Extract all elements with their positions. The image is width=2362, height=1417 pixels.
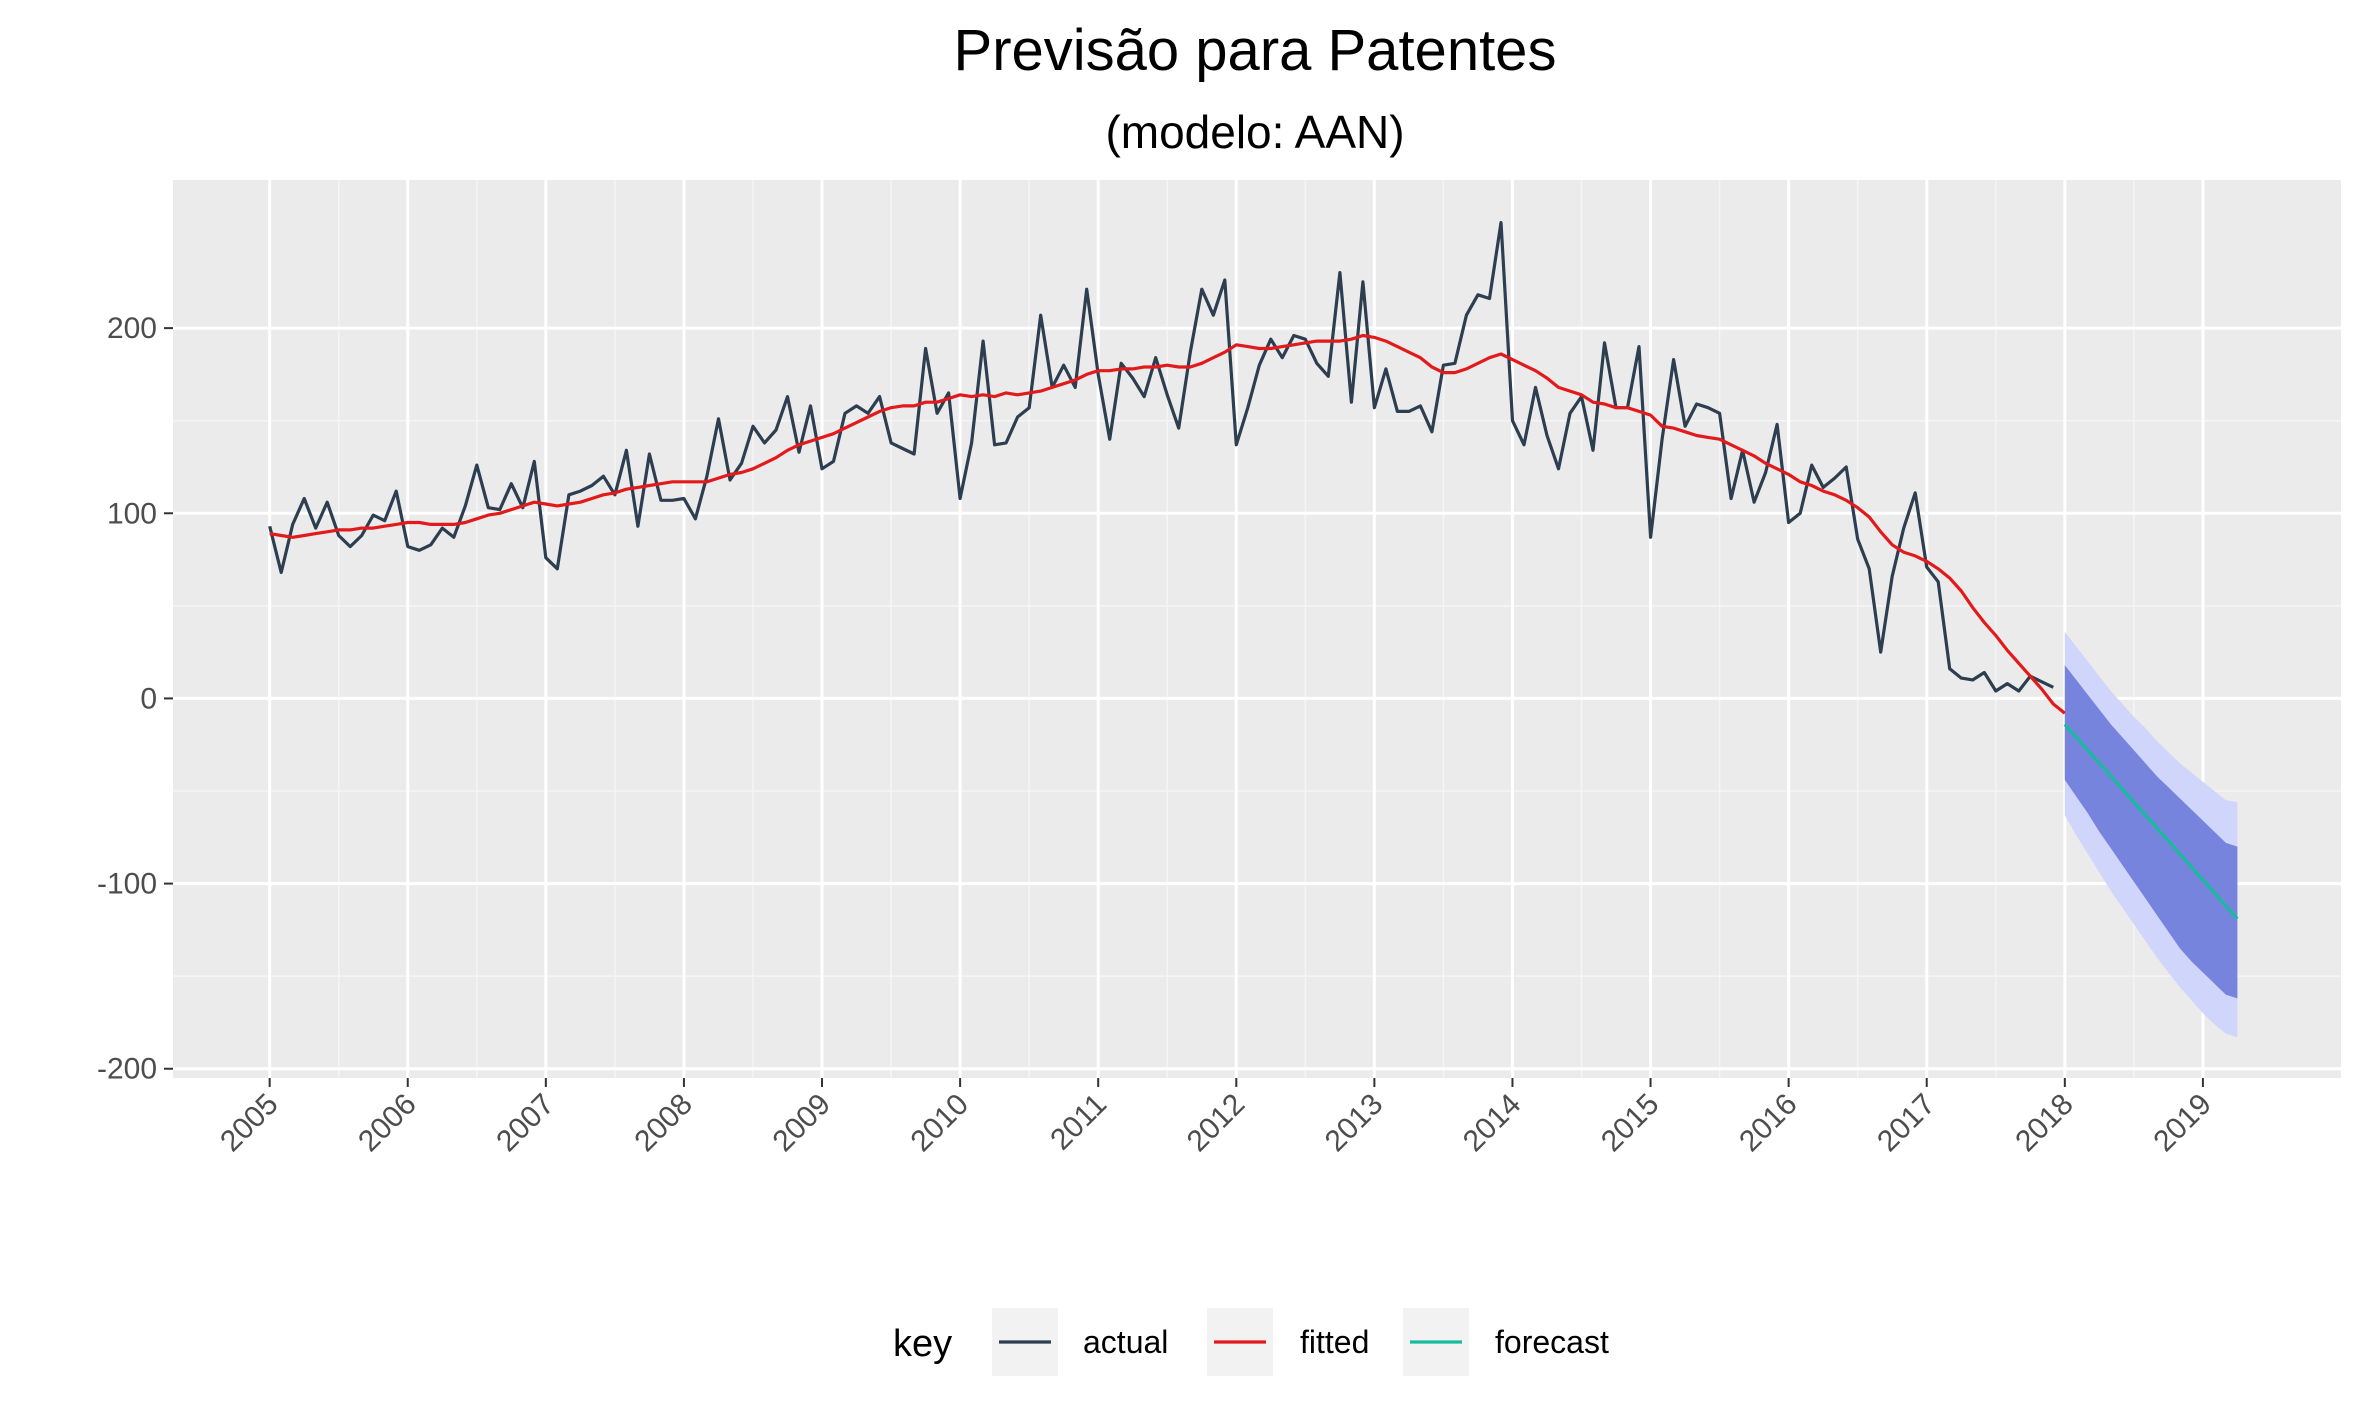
chart-title: Previsão para Patentes [954, 18, 1557, 83]
legend-title: key [893, 1323, 952, 1365]
panel-background [173, 180, 2341, 1078]
y-tick-label: -200 [97, 1053, 157, 1086]
x-tick-label: 2018 [2009, 1088, 2080, 1159]
legend-label-actual: actual [1083, 1324, 1168, 1360]
chart-subtitle: (modelo: AAN) [1105, 106, 1404, 158]
y-tick-label: 100 [107, 497, 157, 530]
x-tick-label: 2005 [214, 1088, 285, 1159]
x-tick-label: 2011 [1044, 1088, 1113, 1157]
legend-label-fitted: fitted [1300, 1324, 1369, 1360]
x-tick-label: 2007 [490, 1088, 561, 1159]
x-tick-label: 2019 [2147, 1088, 2218, 1159]
x-tick-label: 2016 [1733, 1088, 1804, 1159]
x-tick-label: 2012 [1181, 1088, 1252, 1159]
x-tick-label: 2015 [1595, 1088, 1666, 1159]
legend-label-forecast: forecast [1495, 1324, 1609, 1360]
legend: key actual fitted forecast [893, 1308, 1609, 1376]
x-tick-label: 2013 [1319, 1088, 1390, 1159]
x-tick-label: 2017 [1871, 1088, 1942, 1159]
y-tick-label: 0 [140, 682, 157, 715]
y-tick-label: 200 [107, 312, 157, 345]
x-tick-label: 2009 [766, 1088, 837, 1159]
x-tick-label: 2006 [352, 1088, 423, 1159]
x-tick-label: 2014 [1457, 1088, 1528, 1159]
x-tick-label: 2010 [905, 1088, 976, 1159]
x-tick-label: 2008 [628, 1088, 699, 1159]
y-tick-label: -100 [97, 868, 157, 901]
plot-area: 200 100 0 -100 -200 2005 2006 2007 2008 2009 2010 2… [97, 180, 2341, 1158]
